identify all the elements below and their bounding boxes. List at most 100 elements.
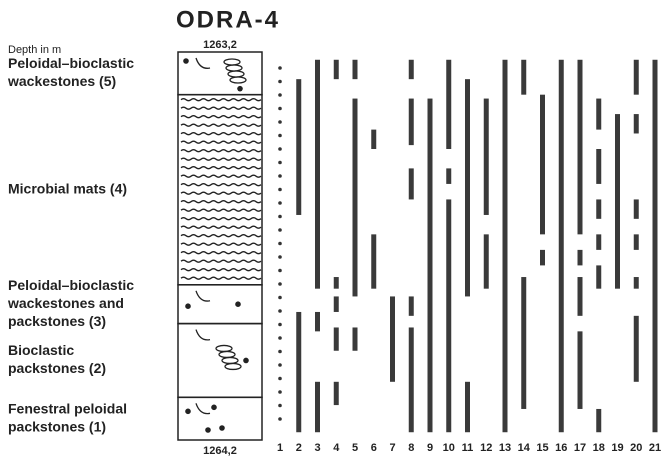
facies-label: packstones (2) [8, 360, 106, 376]
range-bar [371, 130, 376, 149]
facies-symbol [181, 99, 261, 101]
column-number: 2 [296, 442, 302, 454]
range-bar [409, 168, 414, 199]
figure: ODRA-4 Depth in m 1263,21264,2Peloidal–b… [0, 0, 663, 458]
facies-cell [178, 397, 262, 440]
column-number: 6 [371, 442, 377, 454]
facies-symbol [181, 175, 261, 177]
range-bar [353, 60, 358, 79]
range-bar [465, 79, 470, 296]
range-bar [578, 277, 583, 316]
sample-dot [278, 350, 282, 354]
range-bar [446, 168, 451, 184]
range-bar [296, 79, 301, 215]
column-number: 16 [555, 442, 567, 454]
facies-label: Fenestral peloidal [8, 400, 127, 416]
facies-symbol [181, 252, 261, 254]
facies-symbol [181, 107, 261, 109]
sample-dot [278, 404, 282, 408]
column-number: 9 [427, 442, 433, 454]
facies-symbol [181, 141, 261, 143]
range-bar [390, 296, 395, 381]
facies-symbol [181, 133, 261, 135]
column-number: 18 [593, 442, 605, 454]
sample-dot [278, 80, 282, 84]
facies-symbol [222, 357, 238, 363]
range-bar [559, 60, 564, 432]
range-bar [578, 331, 583, 409]
range-bar [446, 199, 451, 432]
range-bar [653, 60, 658, 432]
facies-symbol [211, 405, 217, 411]
facies-symbol [181, 167, 261, 169]
facies-label: wackestones (5) [7, 73, 116, 89]
range-bar [296, 312, 301, 432]
column-number: 20 [630, 442, 642, 454]
range-bar [596, 99, 601, 130]
sample-dot [278, 120, 282, 124]
facies-cell [178, 52, 262, 95]
range-bar [596, 149, 601, 184]
column-number: 7 [389, 442, 395, 454]
sample-dot [278, 107, 282, 111]
sample-dot [278, 363, 282, 367]
range-bar [409, 99, 414, 146]
facies-symbol [228, 71, 244, 77]
depth-top: 1263,2 [203, 39, 237, 51]
column-number: 5 [352, 442, 358, 454]
range-bar [521, 277, 526, 409]
facies-symbol [181, 277, 261, 279]
facies-symbol [196, 330, 210, 340]
range-bar [334, 327, 339, 350]
sample-dot [278, 323, 282, 327]
sample-dot [278, 417, 282, 421]
range-bar [521, 60, 526, 95]
facies-symbol [196, 403, 210, 413]
facies-symbol [181, 201, 261, 203]
range-bar [578, 250, 583, 266]
sample-dot [278, 377, 282, 381]
sample-dot [278, 228, 282, 232]
facies-symbol [185, 409, 191, 415]
column-number: 17 [574, 442, 586, 454]
range-bar [596, 234, 601, 250]
range-bar [540, 95, 545, 235]
range-bar [578, 60, 583, 235]
facies-symbol [219, 351, 235, 357]
range-bar [615, 114, 620, 289]
title: ODRA-4 [176, 6, 280, 33]
facies-cell [178, 324, 262, 398]
facies-cell [178, 95, 262, 285]
sample-dot [278, 174, 282, 178]
range-bar [465, 382, 470, 432]
column-number: 4 [333, 442, 340, 454]
range-bar [596, 409, 601, 432]
range-bar [371, 234, 376, 288]
facies-symbol [243, 358, 249, 364]
column-number: 13 [499, 442, 511, 454]
facies-cell [178, 285, 262, 324]
range-bar [484, 99, 489, 215]
facies-symbol [181, 260, 261, 262]
facies-label: Peloidal–bioclastic [8, 55, 134, 71]
range-bar [634, 199, 639, 218]
range-bar [409, 327, 414, 432]
facies-symbol [181, 209, 261, 211]
facies-symbol [181, 184, 261, 186]
facies-label: Bioclastic [8, 342, 74, 358]
facies-label: Peloidal–bioclastic [8, 277, 134, 293]
facies-symbol [185, 303, 191, 309]
facies-label: Microbial mats (4) [8, 180, 127, 196]
range-bar [409, 60, 414, 79]
column-number: 1 [277, 442, 283, 454]
range-bar [484, 234, 489, 288]
sample-dot [278, 215, 282, 219]
range-bar [634, 60, 639, 95]
facies-symbol [183, 58, 189, 64]
sample-dot [278, 66, 282, 70]
facies-symbol [224, 59, 240, 65]
facies-symbol [181, 218, 261, 220]
column-number: 15 [536, 442, 548, 454]
range-bar [334, 296, 339, 312]
range-bar [334, 382, 339, 405]
